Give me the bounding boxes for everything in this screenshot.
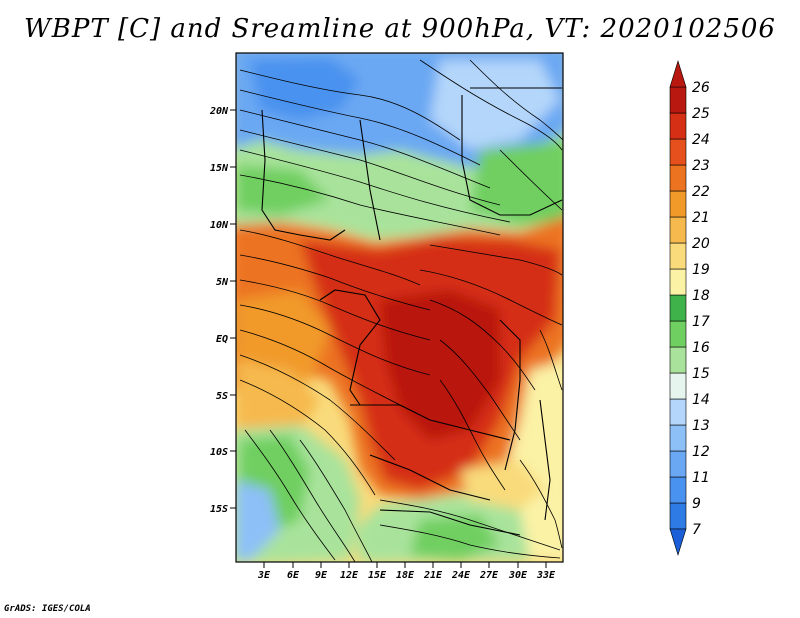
- colorbar-label: 11: [692, 470, 710, 486]
- lon-label: 21E: [423, 570, 443, 581]
- colorbar-label: 22: [692, 184, 710, 200]
- lat-label: 10S: [210, 447, 228, 458]
- colorbar-label: 20: [692, 236, 710, 252]
- colorbar-swatch: [669, 372, 687, 400]
- colorbar-swatch: [669, 502, 687, 530]
- lon-label: 27E: [479, 570, 499, 581]
- lon-label: 6E: [287, 570, 300, 581]
- colorbar-swatch: [669, 216, 687, 244]
- colorbar-swatch: [669, 346, 687, 374]
- lon-label: 12E: [340, 570, 359, 581]
- grads-credit: GrADS: IGES/COLA: [4, 604, 91, 614]
- map-title: WBPT [C] and Sreamline at 900hPa, VT: 20…: [24, 14, 776, 44]
- wbpt-shading: [236, 53, 563, 562]
- longitude-axis: 3E 6E 9E 12E 15E 18E 21E 24E 27E 30E 33E: [257, 562, 556, 581]
- colorbar-swatch: [669, 138, 687, 166]
- colorbar-label: 23: [692, 158, 710, 174]
- lon-label: 3E: [257, 570, 271, 581]
- lon-label: 24E: [451, 570, 471, 581]
- colorbar-label: 19: [692, 262, 710, 278]
- colorbar-swatch: [669, 476, 687, 504]
- lon-label: 18E: [396, 570, 415, 581]
- lat-label: 20N: [209, 106, 229, 117]
- colorbar-label: 26: [692, 80, 710, 96]
- colorbar-swatch: [669, 86, 687, 114]
- colorbar-swatch: [669, 294, 687, 322]
- latitude-axis: 20N 15N 10N 5N EQ 5S 10S 15S: [209, 106, 236, 515]
- colorbar-bottom-arrow: [669, 528, 687, 557]
- streamlines: [239, 59, 563, 562]
- colorbar-label: 13: [692, 418, 710, 434]
- lat-label: 15N: [210, 163, 229, 174]
- colorbar-label: 7: [692, 522, 701, 538]
- colorbar-swatch: [669, 164, 687, 192]
- colorbar-swatch: [669, 268, 687, 296]
- colorbar-swatch: [669, 242, 687, 270]
- colorbar-label: 9: [692, 496, 701, 512]
- colorbar-swatch: [669, 320, 687, 348]
- colorbar-label: 24: [692, 132, 710, 148]
- lon-label: 15E: [368, 570, 387, 581]
- lat-label: 5S: [216, 391, 228, 402]
- colorbar-swatch: [669, 190, 687, 218]
- lon-label: 33E: [536, 570, 556, 581]
- colorbar-label: 21: [692, 210, 710, 226]
- lat-label: 15S: [210, 504, 228, 515]
- colorbar-swatch: [669, 450, 687, 478]
- colorbar-swatch: [669, 112, 687, 140]
- lon-label: 9E: [315, 570, 328, 581]
- colorbar-label: 18: [692, 288, 710, 304]
- lat-label: EQ: [216, 334, 228, 345]
- colorbar-label: 25: [692, 106, 710, 122]
- country-borders: [261, 87, 563, 536]
- colorbar-swatch: [669, 398, 687, 426]
- lat-label: 10N: [210, 220, 229, 231]
- colorbar-label: 14: [692, 392, 710, 408]
- lat-label: 5N: [216, 277, 229, 288]
- colorbar-label: 16: [692, 340, 710, 356]
- colorbar: 7 9 11 12 13 14 15 16 17 18 19 20 21 22 23 24 25 26: [669, 59, 710, 557]
- colorbar-swatch: [669, 424, 687, 452]
- map-frame: [235, 52, 564, 563]
- colorbar-top-arrow: [669, 59, 687, 88]
- colorbar-label: 12: [692, 444, 710, 460]
- lon-label: 30E: [508, 570, 528, 581]
- colorbar-label: 15: [692, 366, 710, 382]
- colorbar-label: 17: [692, 314, 710, 330]
